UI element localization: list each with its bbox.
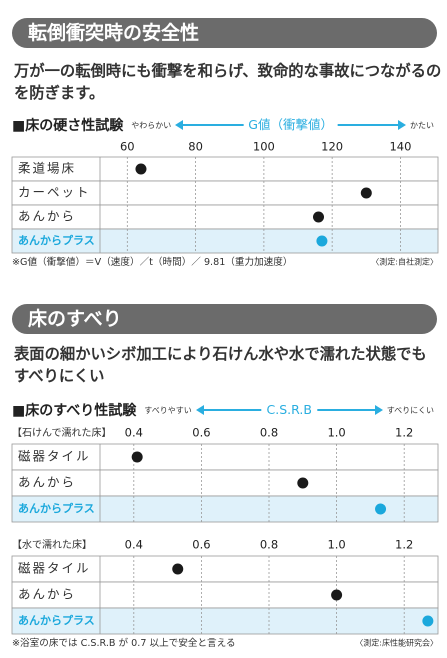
source: 〈測定:床性能研究会〉 [355,638,438,648]
row-background [11,607,439,635]
condition-label: 【水で濡れた床】 [12,539,92,551]
x-tick-label: 140 [389,140,411,154]
x-tick-label: 0.8 [260,426,278,440]
axis-right-label: すべりにくい [386,405,434,415]
axis-right-label: かたい [410,120,434,130]
dot [316,235,328,247]
arrow-head [195,405,204,415]
axis-arrow: G値（衝撃値） [175,116,406,134]
section-heading: 転倒衝突時の安全性 [12,18,437,48]
footnote: ※G値（衝撃値）＝V（速度）／t（時間）／ 9.81（重力加速度） [12,256,292,268]
test-header: ■床のすべり性試験 すべりやすい C.S.R.B すべりにくい [12,401,438,419]
x-tick-label: 120 [321,140,343,154]
dot [172,563,184,575]
dot [375,503,387,515]
test-title: ■床のすべり性試験 [12,403,137,419]
test-header: ■床の硬さ性試験 やわらかい G値（衝撃値） かたい [12,116,438,134]
axis-left-label: すべりやすい [144,405,192,415]
section-heading: 床のすべり [12,304,437,334]
condition-label: 【石けんで濡れた床】 [12,427,112,439]
row-background [11,443,439,471]
row-label: 磁器タイル [18,561,91,576]
arrow-head [175,120,184,130]
dot [360,187,372,199]
dot [135,163,147,175]
row-label: あんからプラス [18,501,95,515]
dot [131,451,143,463]
row-background [11,581,439,609]
row-label: 磁器タイル [18,449,91,464]
row-label: あんから [18,475,76,490]
row-label: 柔道場床 [18,161,76,176]
x-tick-label: 80 [188,140,203,154]
axis-name: C.S.R.B [261,401,317,419]
dot-chart: 【石けんで濡れた床】 0.4 0.6 0.8 1.0 1.2 磁器タイルあんからあんからプラ… [11,426,439,523]
row-background [11,495,439,523]
x-tick-label: 0.4 [125,538,143,552]
dot [313,211,325,223]
description: 万が一の転倒時にも衝撃を和らげ、致命的な事故につながるのを防ぎます。 [14,62,442,102]
x-tick-label: 100 [253,140,275,154]
x-tick-label: 0.8 [260,538,278,552]
row-background [11,469,439,497]
row-label: あんから [18,209,76,224]
x-tick-label: 0.6 [192,538,210,552]
axis-name: G値（衝撃値） [243,116,338,134]
row-label: あんから [18,587,76,602]
dot [297,477,309,489]
row-background [11,156,439,182]
row-background [11,555,439,583]
x-tick-label: 1.2 [395,538,413,552]
x-tick-label: 1.2 [395,426,413,440]
row-label: カーペット [18,185,91,200]
row-background [11,228,439,254]
row-background [11,204,439,230]
axis-arrow: C.S.R.B [195,401,383,419]
description: 表面の細かいシボ加工により石けん水や水で濡れた状態でもすべりにくい [14,345,427,385]
dot [422,615,434,627]
source: 〈測定:自社測定〉 [371,257,438,267]
x-tick-label: 60 [120,140,135,154]
x-tick-label: 0.6 [192,426,210,440]
x-tick-label: 1.0 [327,538,345,552]
row-label: あんからプラス [18,233,95,247]
row-label: あんからプラス [18,613,95,627]
test-title: ■床の硬さ性試験 [12,118,124,134]
x-tick-label: 1.0 [327,426,345,440]
axis-left-label: やわらかい [131,120,172,130]
footnote: ※浴室の床では C.S.R.B が 0.7 以上で安全と言える [12,637,236,649]
dot [331,589,343,601]
x-tick-label: 0.4 [125,426,143,440]
